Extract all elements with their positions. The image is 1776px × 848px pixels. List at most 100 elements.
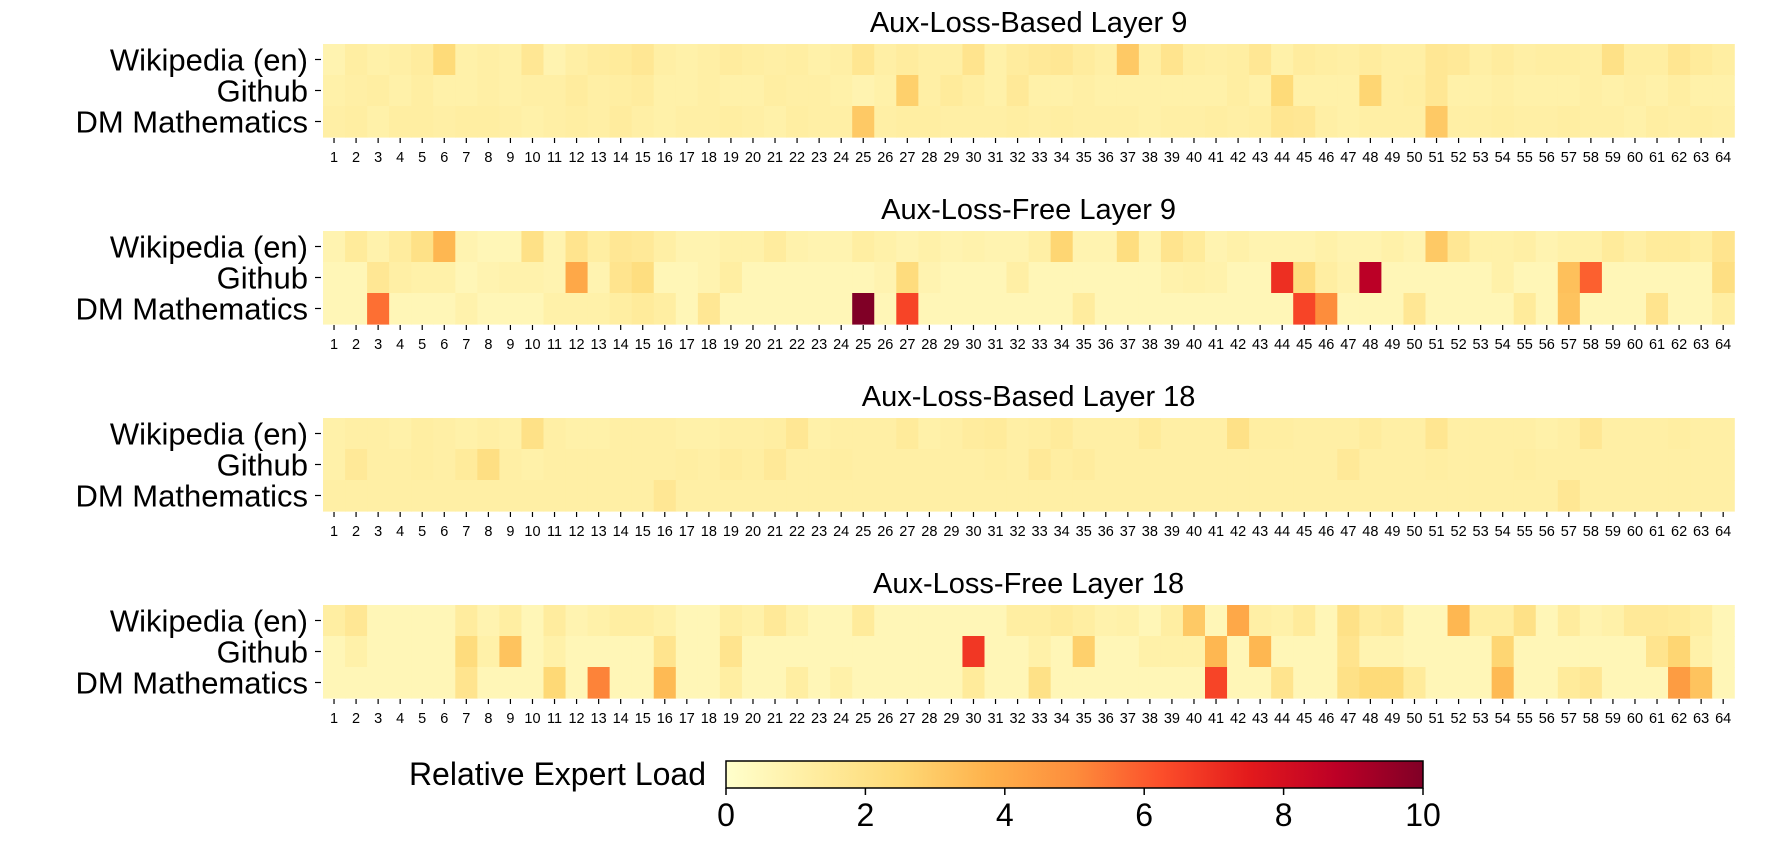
heatmap-cell	[1447, 106, 1471, 138]
heatmap-cell	[1116, 418, 1140, 450]
column-label: 11	[547, 337, 562, 353]
heatmap-cell	[1006, 605, 1030, 637]
heatmap-cell	[1491, 667, 1515, 699]
column-label: 38	[1142, 524, 1158, 540]
column-label: 44	[1274, 150, 1290, 166]
heatmap-cell	[433, 44, 456, 76]
heatmap-cell	[1138, 75, 1162, 107]
heatmap-cell	[389, 75, 412, 107]
heatmap-cell	[389, 44, 412, 76]
column-label: 61	[1649, 337, 1665, 353]
heatmap-cell	[1315, 106, 1338, 138]
heatmap-cell	[741, 293, 765, 325]
heatmap-cell	[1138, 106, 1162, 138]
heatmap-cell	[455, 75, 478, 107]
heatmap-cell	[1293, 231, 1316, 263]
heatmap-cell	[433, 231, 456, 263]
heatmap-cell	[697, 293, 721, 325]
column-label: 27	[899, 337, 915, 353]
column-label: 24	[833, 711, 849, 727]
column-label: 42	[1230, 524, 1246, 540]
column-label: 44	[1274, 524, 1290, 540]
heatmap-cell	[675, 667, 699, 699]
column-label: 62	[1671, 150, 1687, 166]
heatmap-cell	[697, 44, 721, 76]
heatmap-cell	[389, 262, 412, 294]
heatmap-cell	[1668, 293, 1691, 325]
heatmap-cell	[1227, 75, 1250, 107]
column-label: 48	[1362, 150, 1378, 166]
heatmap-cell	[389, 231, 412, 263]
heatmap-cell	[367, 262, 390, 294]
heatmap-cell	[1227, 262, 1250, 294]
heatmap-cell	[631, 75, 655, 107]
heatmap-cell	[896, 231, 919, 263]
heatmap-cell	[1094, 293, 1118, 325]
heatmap-cell	[918, 449, 941, 481]
heatmap-cell	[719, 231, 743, 263]
column-label: 25	[855, 150, 871, 166]
column-label: 39	[1164, 524, 1180, 540]
heatmap-cell	[1646, 293, 1669, 325]
heatmap-cell	[1491, 75, 1515, 107]
heatmap-cell	[1359, 480, 1382, 512]
heatmap-cell	[1491, 480, 1515, 512]
heatmap-cell	[1227, 293, 1250, 325]
heatmap-cell	[609, 636, 633, 668]
heatmap-cell	[565, 418, 589, 450]
heatmap-cell	[1028, 44, 1052, 76]
heatmap-cell	[1050, 106, 1074, 138]
heatmap-cell	[1601, 44, 1625, 76]
column-label: 14	[613, 337, 629, 353]
heatmap-cell	[852, 480, 875, 512]
heatmap-cell	[587, 605, 611, 637]
column-label: 53	[1473, 337, 1489, 353]
heatmap-cell	[477, 605, 500, 637]
column-label: 35	[1076, 337, 1092, 353]
heatmap-cell	[1094, 480, 1118, 512]
column-label: 55	[1517, 150, 1533, 166]
heatmap-cell	[521, 605, 545, 637]
column-label: 23	[811, 150, 827, 166]
heatmap-cell	[367, 480, 390, 512]
heatmap-cell	[1160, 44, 1184, 76]
heatmap-cell	[1513, 75, 1537, 107]
heatmap-cell	[1513, 231, 1537, 263]
heatmap-cell	[830, 106, 853, 138]
heatmap-cell	[1359, 231, 1382, 263]
heatmap-cell	[1249, 75, 1272, 107]
column-label: 13	[591, 150, 607, 166]
heatmap-cell	[697, 75, 721, 107]
column-label: 20	[745, 337, 761, 353]
heatmap-cell	[830, 75, 853, 107]
heatmap-cell	[896, 480, 919, 512]
heatmap-cell	[1535, 449, 1559, 481]
column-label: 10	[524, 524, 540, 540]
heatmap-cell	[764, 480, 787, 512]
column-label: 50	[1406, 337, 1422, 353]
heatmap-cell	[1249, 667, 1272, 699]
column-label: 33	[1032, 524, 1048, 540]
column-label: 14	[613, 711, 629, 727]
heatmap-cell	[521, 667, 545, 699]
heatmap-cell	[719, 480, 743, 512]
heatmap-cell	[323, 449, 346, 481]
heatmap-cell	[741, 480, 765, 512]
heatmap-cell	[1491, 44, 1515, 76]
heatmap-cell	[984, 293, 1008, 325]
heatmap-cell	[786, 231, 809, 263]
heatmap-cell	[499, 418, 523, 450]
heatmap-cell	[1381, 480, 1405, 512]
column-label: 16	[657, 711, 673, 727]
heatmap-cell	[764, 418, 787, 450]
heatmap-cell	[830, 636, 853, 668]
heatmap-cell	[719, 293, 743, 325]
column-label: 63	[1693, 337, 1709, 353]
heatmap-cell	[609, 605, 633, 637]
heatmap-cell	[455, 418, 478, 450]
column-label: 5	[418, 524, 426, 540]
heatmap-cell	[1006, 231, 1030, 263]
heatmap-cell	[1579, 75, 1603, 107]
heatmap-cell	[1491, 449, 1515, 481]
